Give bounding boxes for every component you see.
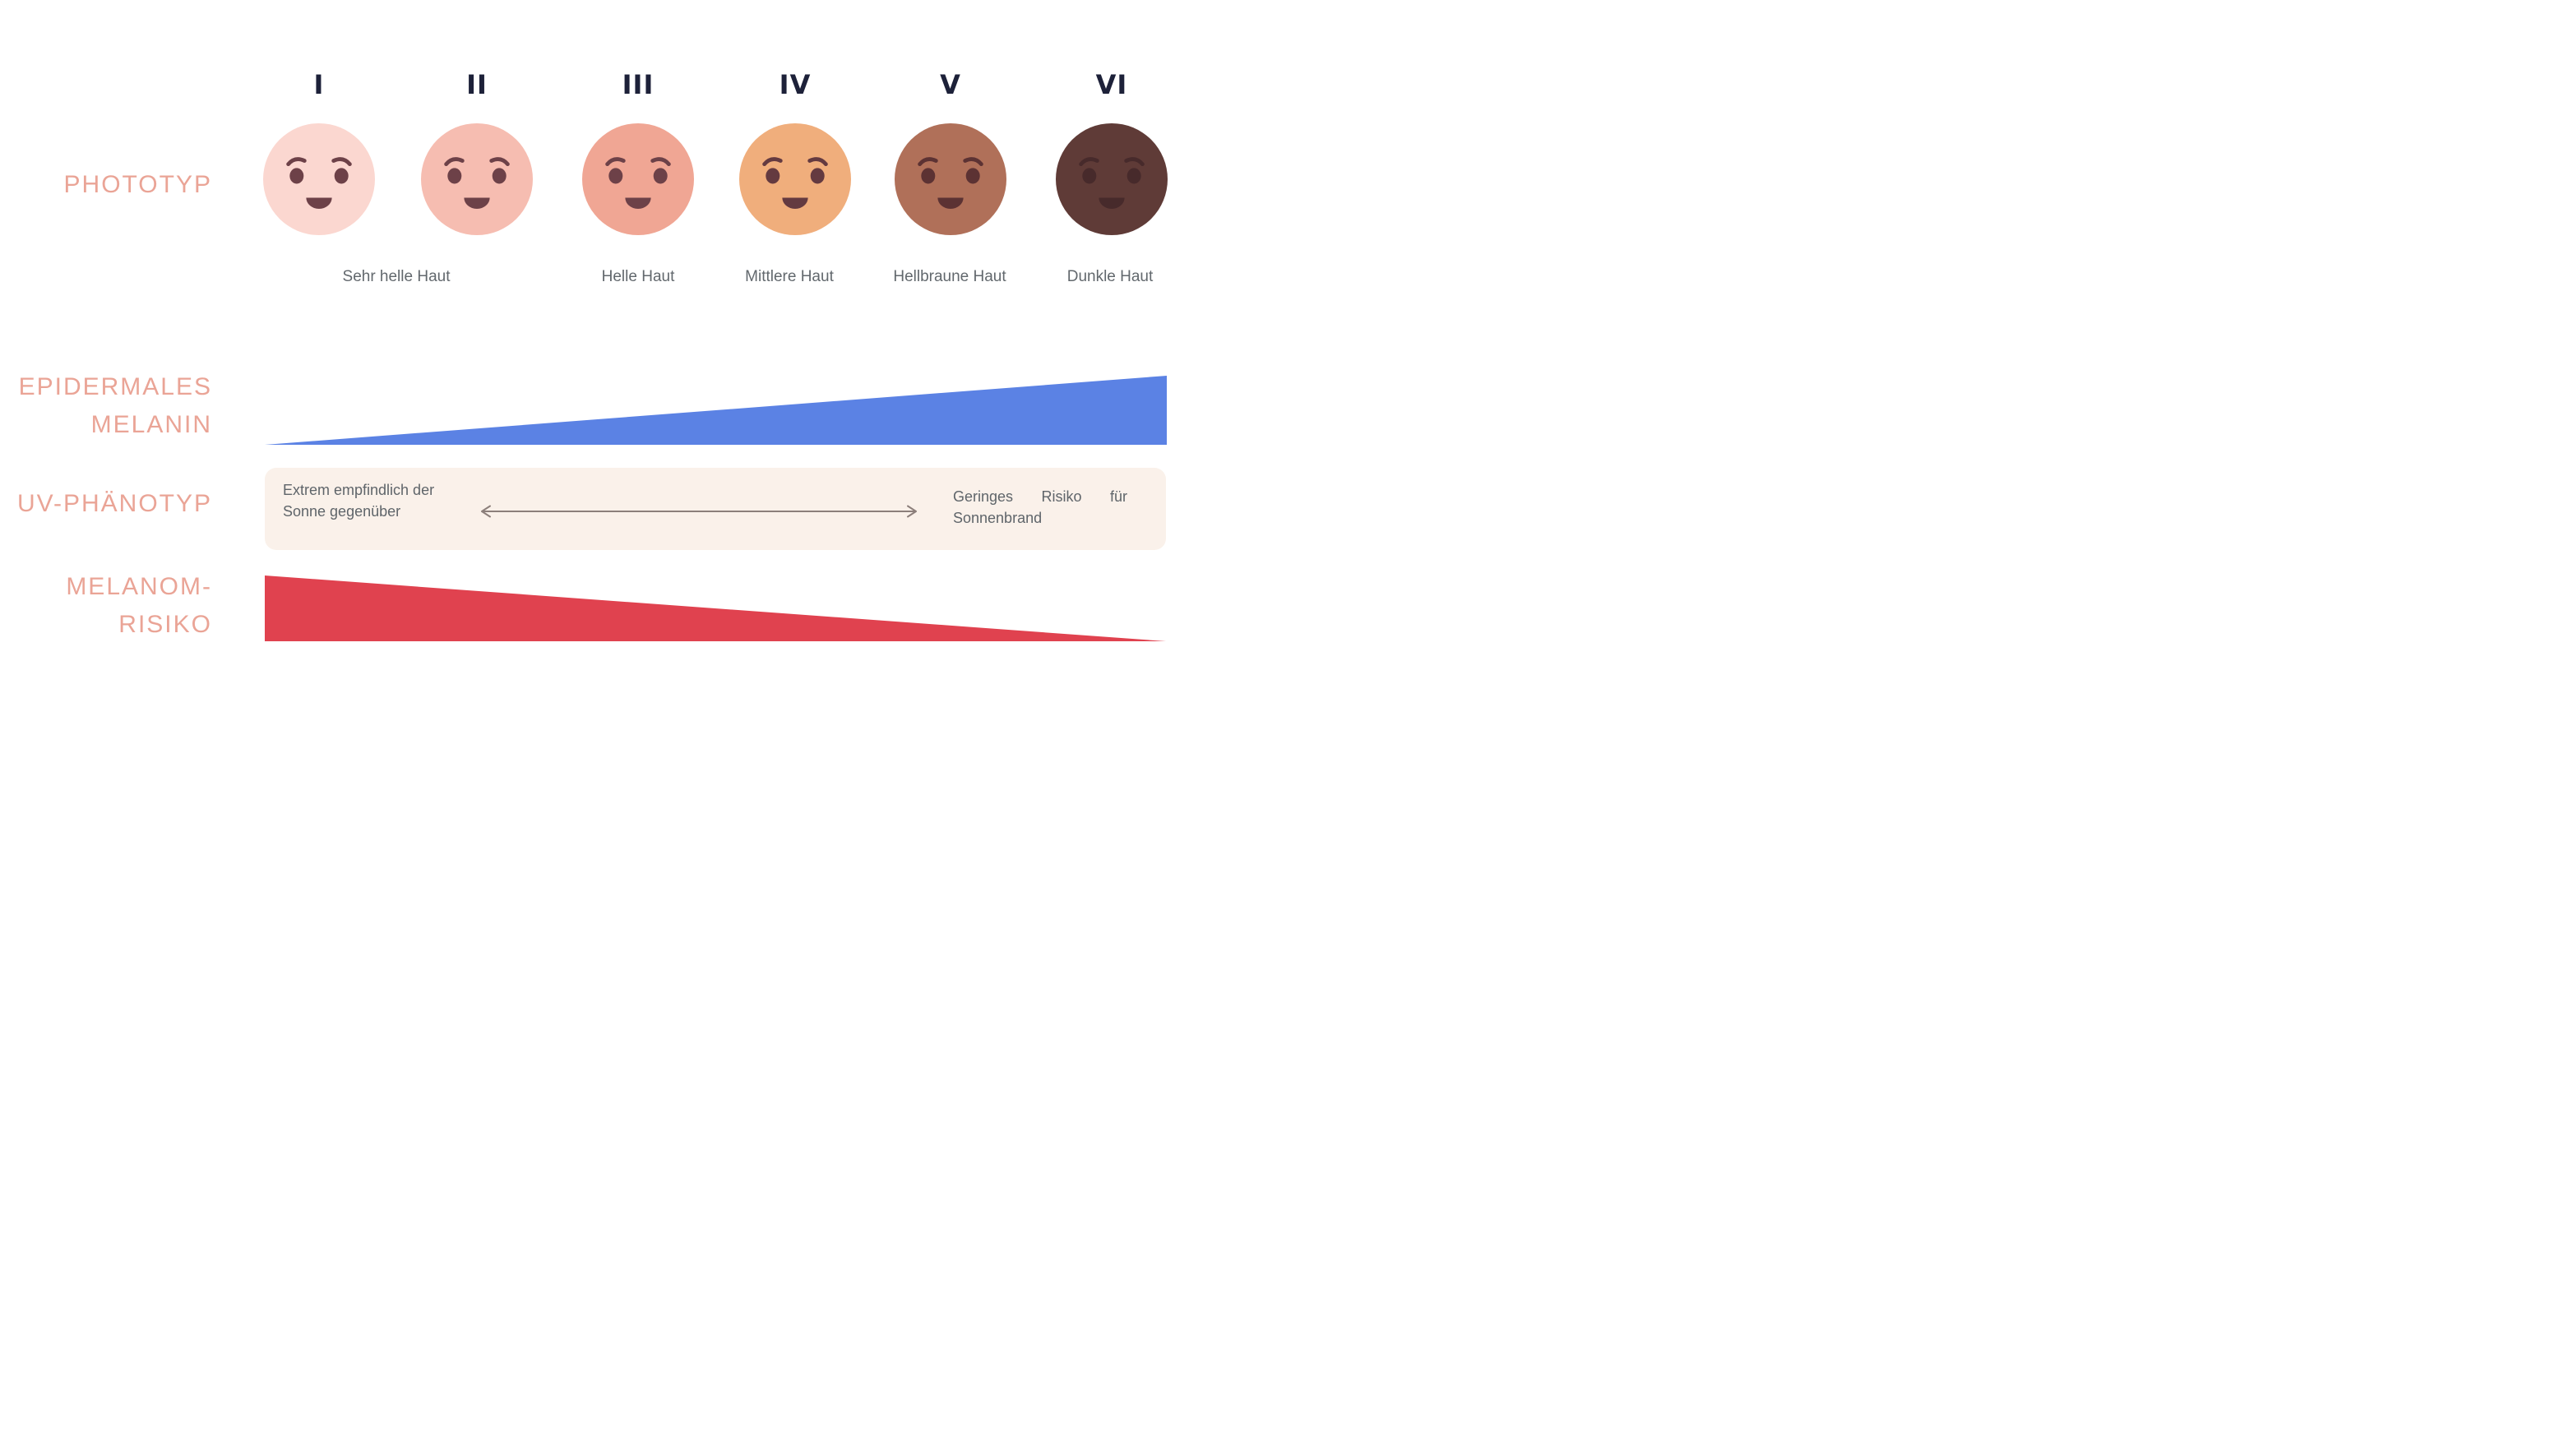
row-label-epidermales-melanin: EPIDERMALES MELANIN xyxy=(0,368,212,444)
phototype-numeral-2: II xyxy=(466,69,488,100)
row-label-melanin-line1: EPIDERMALES xyxy=(18,373,212,400)
face-features xyxy=(444,157,510,210)
skin-caption-hellbraune-haut: Hellbraune Haut xyxy=(893,268,1006,285)
double-arrow-icon xyxy=(481,505,917,518)
face-skin xyxy=(582,123,694,235)
face-icon-phototype-3 xyxy=(582,123,694,235)
face-features xyxy=(1079,157,1145,210)
row-label-melanin-line2: MELANIN xyxy=(90,411,212,438)
uv-low-risk-text: Geringes Risiko für Sonnenbrand xyxy=(953,486,1127,529)
face-icon-phototype-2 xyxy=(421,123,533,235)
row-label-melanom-risiko: MELANOM- RISIKO xyxy=(0,568,212,644)
face-skin xyxy=(895,123,1006,235)
melanoma-risk-triangle xyxy=(265,575,1166,641)
skin-caption-helle-haut: Helle Haut xyxy=(601,268,675,285)
row-label-uv-phaenotyp: UV-PHÄNOTYP xyxy=(0,485,212,523)
skin-caption-mittlere-haut: Mittlere Haut xyxy=(745,268,834,285)
phototype-numeral-6: VI xyxy=(1095,69,1128,100)
melanin-increase-triangle xyxy=(265,376,1167,445)
uv-sensitive-text: Extrem empfindlich der Sonne gegenüber xyxy=(283,479,460,522)
face-skin xyxy=(1056,123,1168,235)
face-icon-phototype-5 xyxy=(895,123,1006,235)
phototype-numeral-3: III xyxy=(622,69,655,100)
face-icon-phototype-1 xyxy=(263,123,375,235)
uv-sensitive-line1: Extrem empfindlich der xyxy=(283,482,435,498)
uv-phenotype-panel: Extrem empfindlich der Sonne gegenüber G… xyxy=(265,468,1166,550)
uv-sensitive-line2: Sonne gegenüber xyxy=(283,503,401,520)
row-label-phototyp: PHOTOTYP xyxy=(0,166,212,204)
face-features xyxy=(918,157,983,210)
face-skin xyxy=(421,123,533,235)
face-features xyxy=(605,157,671,210)
skin-caption-dunkle-haut: Dunkle Haut xyxy=(1066,268,1154,285)
face-skin xyxy=(263,123,375,235)
phototype-numeral-4: IV xyxy=(779,69,812,100)
phototype-numeral-1: I xyxy=(313,69,325,100)
face-skin xyxy=(739,123,851,235)
face-features xyxy=(286,157,352,210)
row-label-uv-text: UV-PHÄNOTYP xyxy=(16,490,212,517)
phototype-numeral-5: V xyxy=(940,69,961,100)
row-label-melanom-line1: MELANOM- xyxy=(66,573,212,600)
uv-low-risk-label: Geringes Risiko für Sonnenbrand xyxy=(953,488,1127,526)
face-icon-phototype-6 xyxy=(1056,123,1168,235)
fitzpatrick-phototype-diagram: PHOTOTYP EPIDERMALES MELANIN UV-PHÄNOTYP… xyxy=(0,0,1274,728)
row-label-phototyp-text: PHOTOTYP xyxy=(63,171,212,198)
skin-caption-sehr-helle-haut: Sehr helle Haut xyxy=(342,268,451,285)
face-features xyxy=(762,157,828,210)
face-icon-phototype-4 xyxy=(739,123,851,235)
row-label-melanom-line2: RISIKO xyxy=(118,611,212,638)
